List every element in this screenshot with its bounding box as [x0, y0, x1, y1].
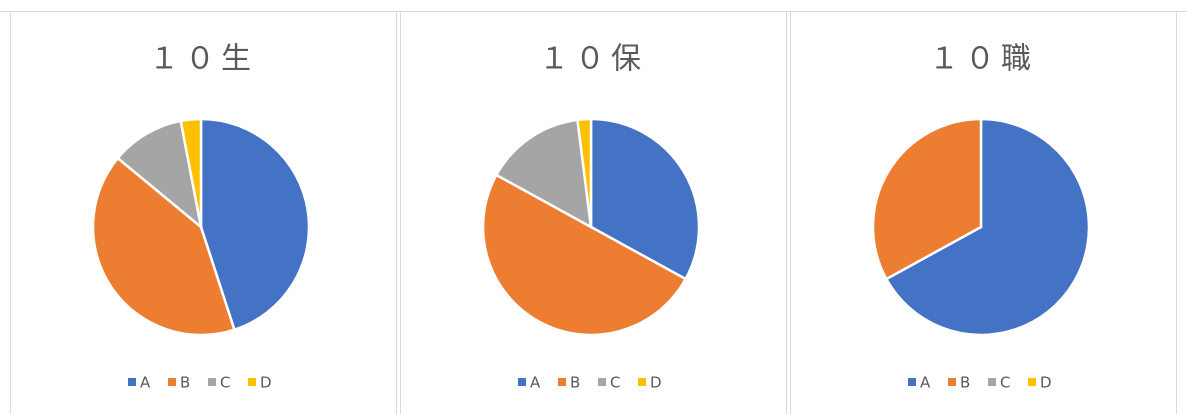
pie-slice	[179, 117, 203, 228]
legend-label: B	[960, 374, 970, 392]
pie-slice	[494, 118, 593, 230]
legend-swatch	[908, 378, 916, 386]
pie-slice	[199, 117, 311, 332]
legend-label: A	[920, 374, 931, 392]
legend-label: A	[530, 374, 541, 392]
chart-title: １０職	[929, 42, 1037, 77]
legend-label: B	[570, 374, 580, 392]
legend-label: A	[140, 374, 151, 392]
legend-swatch	[168, 378, 176, 386]
pie-slice	[116, 119, 203, 231]
legend-swatch	[128, 378, 136, 386]
legend-swatch	[638, 378, 646, 386]
legend-swatch	[598, 378, 606, 386]
legend-swatch	[988, 378, 996, 386]
legend-swatch	[208, 378, 216, 386]
pie-slice	[481, 173, 688, 336]
pie-slice	[871, 117, 983, 281]
legend-label: D	[650, 374, 662, 392]
pie-slice	[884, 117, 1091, 337]
legend-label: D	[1040, 374, 1052, 392]
legend-swatch	[558, 378, 566, 386]
legend-label: B	[180, 374, 190, 392]
pie-slice	[91, 156, 236, 337]
legend-label: C	[1000, 374, 1010, 392]
legend-label: D	[260, 374, 272, 392]
chart-title: １０生	[149, 42, 257, 77]
legend-label: C	[220, 374, 230, 392]
pie-slice	[589, 117, 701, 281]
pie-slice	[576, 117, 593, 228]
legend-swatch	[248, 378, 256, 386]
legend-swatch	[518, 378, 526, 386]
legend-swatch	[948, 378, 956, 386]
chart-title: １０保	[539, 42, 647, 77]
legend-swatch	[1028, 378, 1036, 386]
legend-label: C	[610, 374, 620, 392]
